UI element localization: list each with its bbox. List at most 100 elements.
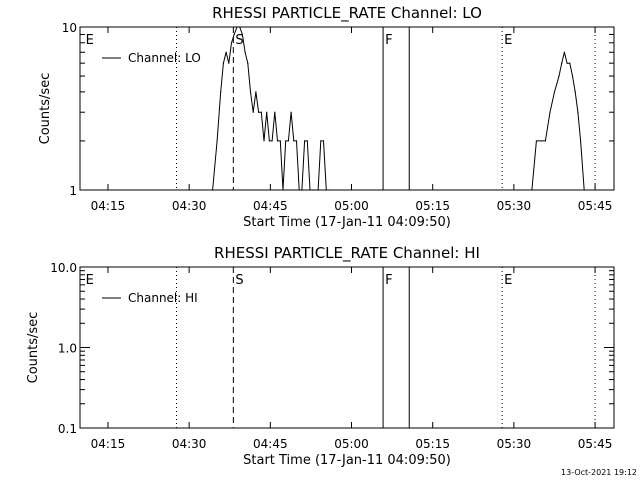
event-marker-label: F: [385, 33, 392, 48]
legend-label: Channel: LO: [128, 51, 201, 65]
data-point: [255, 91, 257, 93]
data-point: [244, 51, 246, 53]
chart-title: RHESSI PARTICLE_RATE Channel: LO: [212, 4, 482, 23]
y-tick-label: 10: [62, 21, 77, 35]
event-marker-label: E: [86, 273, 94, 288]
data-point: [230, 42, 233, 44]
data-point: [304, 140, 306, 142]
data-point: [258, 111, 260, 113]
data-point: [282, 189, 284, 191]
x-tick-label: 05:15: [415, 437, 450, 451]
data-point: [563, 51, 565, 53]
data-point: [216, 140, 218, 142]
y-axis-label: Counts/sec: [26, 312, 41, 384]
footer-date: 13-Oct-2021 19:12: [561, 468, 637, 477]
data-point: [211, 189, 214, 191]
data-point: [325, 189, 327, 191]
data-point: [239, 26, 241, 28]
data-point: [540, 140, 542, 142]
y-tick-label: 1: [69, 184, 77, 198]
legend-label: Channel: HI: [128, 291, 198, 305]
data-point: [241, 33, 243, 36]
data-point: [566, 62, 568, 64]
data-point: [320, 140, 322, 142]
x-tick-label: 04:30: [172, 437, 207, 451]
event-marker-label: E: [504, 33, 512, 48]
data-point: [263, 140, 265, 142]
data-point: [290, 111, 292, 113]
x-tick-label: 05:15: [415, 199, 450, 213]
event-marker-label: S: [235, 273, 243, 288]
data-point: [260, 111, 262, 113]
x-tick-label: 05:45: [578, 437, 613, 451]
data-point: [577, 111, 579, 113]
data-point: [571, 75, 574, 77]
data-point: [328, 189, 330, 191]
panel-hi: RHESSI PARTICLE_RATE Channel: HI 04:15 04:…: [26, 244, 615, 468]
x-tick-label: 05:30: [497, 437, 532, 451]
x-tick-label: 05:00: [334, 437, 369, 451]
chart-title: RHESSI PARTICLE_RATE Channel: HI: [214, 244, 480, 263]
data-point: [228, 62, 230, 64]
data-point: [287, 140, 289, 142]
event-marker-label: E: [504, 273, 512, 288]
data-point: [309, 189, 311, 191]
data-point: [247, 62, 249, 64]
data-point: [225, 51, 227, 53]
data-point: [558, 75, 560, 77]
x-axis-label: Start Time (17-Jan-11 04:09:50): [243, 215, 451, 230]
data-point: [298, 189, 300, 191]
x-tick-label: 05:00: [334, 199, 369, 213]
x-tick-label: 05:30: [497, 199, 532, 213]
data-point: [580, 140, 582, 142]
y-axis-label: Counts/sec: [38, 73, 53, 145]
event-marker-label: F: [385, 273, 392, 288]
data-point: [266, 111, 268, 113]
data-point: [301, 189, 303, 191]
series-line: [212, 26, 329, 191]
plot-frame: [79, 26, 615, 191]
y-tick-label: 1.0: [58, 342, 77, 356]
data-point: [569, 62, 571, 64]
data-point: [222, 62, 225, 64]
data-point: [249, 91, 252, 93]
data-point: [293, 140, 295, 142]
data-point: [236, 26, 238, 28]
data-point: [285, 140, 287, 142]
data-point: [268, 140, 271, 142]
data-point: [531, 189, 533, 191]
x-tick-label: 05:45: [578, 199, 613, 213]
series-line: [531, 52, 585, 191]
data-point: [317, 189, 319, 191]
x-tick-label: 04:15: [91, 199, 126, 213]
x-tick-label: 04:45: [253, 437, 288, 451]
x-tick-label: 04:30: [172, 199, 207, 213]
event-marker-label: S: [235, 33, 243, 48]
data-point: [553, 91, 556, 93]
data-point: [274, 111, 276, 113]
event-marker-label: E: [86, 33, 94, 48]
data-point: [583, 189, 585, 191]
data-point: [252, 111, 254, 113]
data-point: [322, 140, 325, 142]
x-tick-label: 04:45: [253, 199, 288, 213]
data-point: [279, 140, 281, 142]
data-point: [312, 189, 314, 191]
data-point: [574, 91, 576, 93]
data-point: [544, 140, 547, 142]
panel-lo: RHESSI PARTICLE_RATE Channel: LO 04:15 04:…: [38, 4, 615, 230]
data-point: [314, 189, 317, 191]
data-point: [295, 140, 298, 142]
data-point: [535, 140, 538, 142]
y-tick-label: 10.0: [50, 261, 77, 275]
x-tick-label: 04:15: [91, 437, 126, 451]
data-point: [561, 62, 563, 64]
x-axis-label: Start Time (17-Jan-11 04:09:50): [243, 453, 451, 468]
data-point: [306, 140, 308, 142]
data-point: [220, 91, 222, 93]
data-point: [233, 33, 235, 36]
data-point: [549, 111, 551, 113]
y-tick-label: 0.1: [58, 422, 77, 436]
data-point: [276, 140, 279, 142]
data-point: [271, 140, 273, 142]
